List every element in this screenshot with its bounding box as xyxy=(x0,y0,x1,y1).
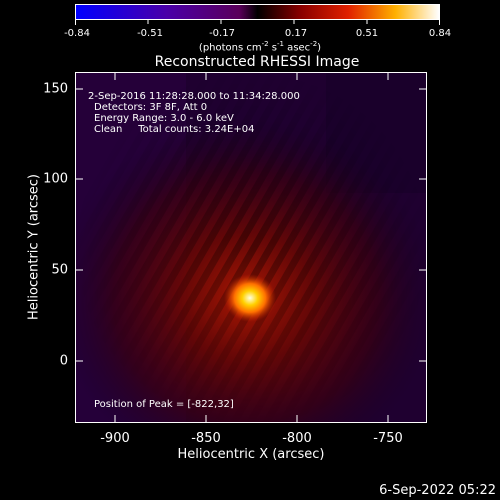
colorbar-tick-label: -0.17 xyxy=(209,28,235,39)
rhessi-image xyxy=(76,73,426,422)
info-detectors: Detectors: 3F 8F, Att 0 xyxy=(94,102,208,113)
info-method-counts: Clean Total counts: 3.24E+04 xyxy=(94,124,255,135)
y-tick-label: 0 xyxy=(59,353,68,369)
colorbar-tick-label: -0.51 xyxy=(137,28,163,39)
colorbar-tick-label: -0.84 xyxy=(64,28,90,39)
y-tick-label: 100 xyxy=(43,171,68,187)
y-axis-label: Heliocentric Y (arcsec) xyxy=(26,174,42,320)
rhessi-image-plot: 2-Sep-2016 11:28:28.000 to 11:34:28.000 … xyxy=(75,72,427,423)
colorbar-tick-label: 0.84 xyxy=(428,28,452,39)
x-tick-label: -900 xyxy=(100,431,130,446)
colorbar-tick-label: 0.17 xyxy=(284,28,308,39)
info-time-range: 2-Sep-2016 11:28:28.000 to 11:34:28.000 xyxy=(88,91,300,102)
x-tick-label: -850 xyxy=(191,431,221,446)
y-tick-label: 150 xyxy=(43,81,68,97)
x-tick-label: -750 xyxy=(373,431,403,446)
info-energy-range: Energy Range: 3.0 - 6.0 keV xyxy=(94,113,234,124)
info-peak-position: Position of Peak = [-822,32] xyxy=(94,399,234,410)
colorbar-tick-marks xyxy=(75,19,440,25)
image-title: Reconstructed RHESSI Image xyxy=(154,54,360,70)
generated-timestamp: 6-Sep-2022 05:22 xyxy=(379,483,496,498)
y-tick-label: 50 xyxy=(51,262,68,278)
colorbar xyxy=(75,4,440,20)
x-axis-label: Heliocentric X (arcsec) xyxy=(177,447,325,462)
x-tick-label: -800 xyxy=(282,431,312,446)
colorbar-unit-label: (photons cm-2 s-1 asec-2) xyxy=(198,40,322,54)
colorbar-tick-label: 0.51 xyxy=(355,28,379,39)
